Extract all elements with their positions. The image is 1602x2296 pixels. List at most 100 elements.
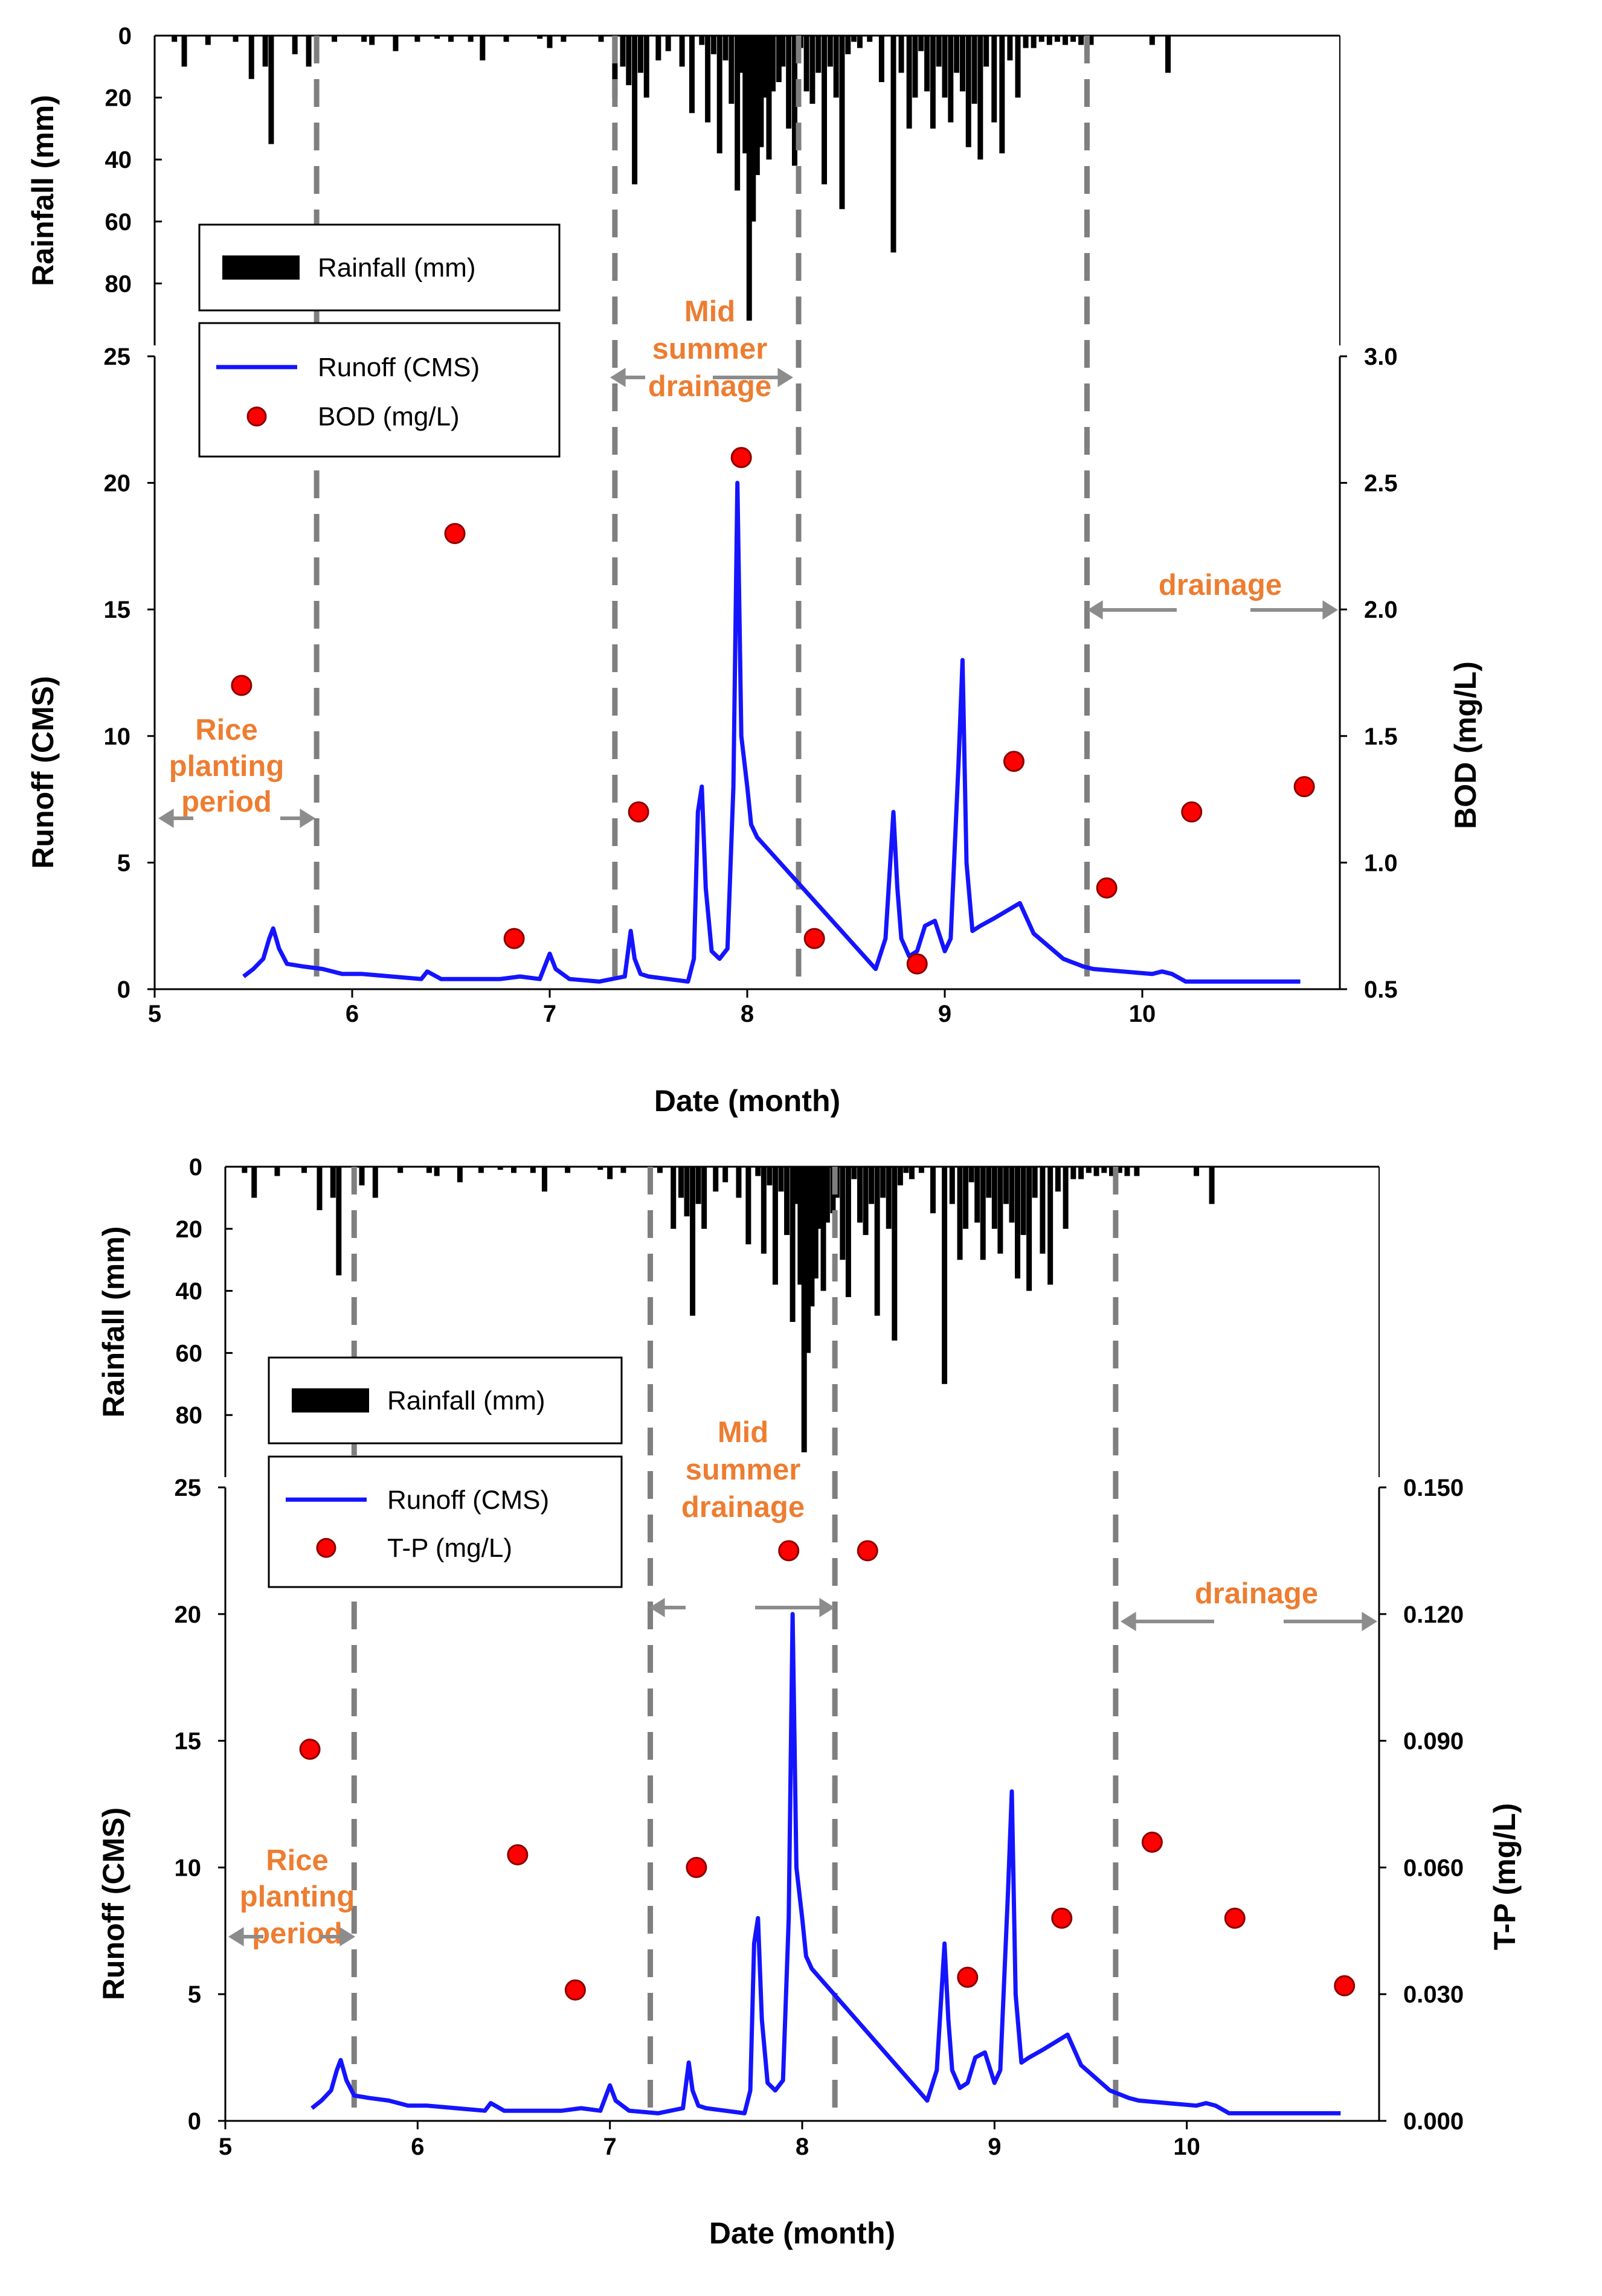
planting-annotation: planting bbox=[240, 1881, 355, 1913]
concentration-point bbox=[231, 675, 253, 696]
rainfall-bar bbox=[1062, 36, 1068, 45]
rainfall-bar bbox=[762, 36, 768, 98]
x-axis-title: Date (month) bbox=[709, 2216, 895, 2250]
rainfall-bar bbox=[332, 36, 338, 42]
rainfall-bar bbox=[965, 36, 971, 147]
rainfall-bar bbox=[738, 36, 744, 73]
arrow-head bbox=[1121, 1612, 1136, 1631]
legend-points-label: BOD (mg/L) bbox=[318, 402, 460, 432]
rainfall-bar bbox=[948, 36, 954, 123]
rainfall-bar bbox=[612, 36, 618, 98]
rainfall-bar bbox=[547, 36, 553, 48]
rainfall-bar bbox=[729, 36, 735, 104]
rainfall-bar bbox=[1093, 1167, 1099, 1176]
rainfall-bar bbox=[874, 1167, 880, 1316]
x-tick-label: 5 bbox=[148, 1001, 161, 1027]
rainfall-bar bbox=[776, 36, 782, 82]
x-axis-title: Date (month) bbox=[654, 1084, 840, 1118]
rainfall-bar bbox=[306, 36, 312, 67]
rainfall-bar bbox=[537, 36, 543, 39]
rainfall-bar bbox=[857, 36, 863, 48]
rainfall-bar bbox=[1032, 1167, 1038, 1198]
rainfall-bar bbox=[626, 36, 632, 86]
x-tick-label: 5 bbox=[219, 2134, 232, 2160]
planting-annotation: period bbox=[181, 786, 272, 818]
rainfall-bar bbox=[833, 36, 839, 98]
rainfall-bar bbox=[898, 36, 904, 73]
rainfall-bar bbox=[809, 1167, 815, 1307]
concentration-point bbox=[906, 953, 928, 975]
rainfall-bar bbox=[746, 36, 752, 321]
rainfall-bar bbox=[772, 1167, 778, 1285]
left-tick-label: 0 bbox=[188, 2108, 201, 2135]
left-tick-label: 15 bbox=[175, 1728, 202, 1755]
rainfall-bar bbox=[912, 36, 918, 98]
rainfall-bar bbox=[561, 36, 567, 42]
right-tick-label: 0.060 bbox=[1403, 1855, 1464, 1881]
rainfall-bar bbox=[1040, 1167, 1046, 1254]
rainfall-bar bbox=[710, 36, 716, 54]
rainfall-bar bbox=[1038, 36, 1044, 42]
left-axis-title: Runoff (CMS) bbox=[97, 1807, 130, 2000]
rainfall-bar bbox=[1046, 36, 1052, 45]
rainfall-bar bbox=[892, 1167, 898, 1341]
rainfall-bar bbox=[968, 1167, 974, 1182]
rainfall-bar bbox=[637, 36, 643, 73]
rainfall-bar bbox=[878, 36, 884, 82]
x-tick-label: 7 bbox=[603, 2134, 617, 2160]
rainfall-bar bbox=[1088, 36, 1094, 45]
rain-tick-label: 80 bbox=[105, 271, 132, 297]
planting-annotation: period bbox=[252, 1917, 343, 1950]
rainfall-bar bbox=[1070, 36, 1076, 42]
concentration-point bbox=[686, 1856, 707, 1878]
rainfall-bar bbox=[790, 1167, 796, 1322]
rainfall-bar bbox=[457, 1167, 463, 1182]
x-tick-label: 8 bbox=[796, 2134, 809, 2160]
rainfall-bar bbox=[936, 36, 942, 67]
right-tick-label: 0.5 bbox=[1364, 976, 1398, 1003]
rainfall-bar bbox=[317, 1167, 323, 1210]
rainfall-bar bbox=[761, 1167, 767, 1254]
rain-axis-title: Rainfall (mm) bbox=[97, 1227, 130, 1418]
rainfall-bar bbox=[890, 36, 896, 253]
arrow-head bbox=[610, 368, 626, 387]
left-tick-label: 25 bbox=[175, 1475, 202, 1501]
arrow-head bbox=[1322, 600, 1338, 620]
rainfall-bar bbox=[233, 36, 239, 42]
right-tick-label: 2.0 bbox=[1364, 597, 1398, 623]
rainfall-bar bbox=[803, 36, 809, 92]
rainfall-bar bbox=[1007, 36, 1013, 61]
rainfall-bar bbox=[1124, 1167, 1130, 1176]
rainfall-bar bbox=[480, 36, 486, 61]
rainfall-bar bbox=[632, 36, 638, 185]
rainfall-bar bbox=[980, 1167, 986, 1260]
legend-points-label: T-P (mg/L) bbox=[387, 1533, 512, 1563]
rainfall-bar bbox=[918, 36, 924, 51]
rainfall-bar bbox=[880, 1167, 886, 1198]
rainfall-bar bbox=[999, 36, 1005, 153]
left-tick-label: 0 bbox=[117, 976, 130, 1003]
rainfall-bar bbox=[643, 36, 649, 98]
rainfall-bar bbox=[620, 36, 626, 67]
rainfall-bar bbox=[699, 36, 705, 45]
rainfall-bar bbox=[448, 36, 454, 42]
rainfall-bar bbox=[1078, 1167, 1084, 1179]
left-tick-label: 10 bbox=[104, 723, 131, 750]
rainfall-bar bbox=[565, 1167, 571, 1173]
rainfall-bar bbox=[924, 36, 930, 92]
rainfall-bar bbox=[770, 36, 776, 92]
rainfall-bar bbox=[1054, 36, 1060, 42]
drainage-annotation: drainage bbox=[1195, 1577, 1318, 1610]
x-tick-label: 9 bbox=[938, 1001, 951, 1027]
left-tick-label: 10 bbox=[175, 1855, 202, 1881]
rainfall-bar bbox=[713, 1167, 719, 1192]
x-tick-label: 9 bbox=[988, 2134, 1001, 2160]
rain-tick-label: 40 bbox=[105, 147, 132, 173]
planting-annotation: planting bbox=[169, 750, 285, 783]
rainfall-bar bbox=[1009, 1167, 1015, 1223]
legend-series-box bbox=[268, 1455, 623, 1588]
x-tick-label: 10 bbox=[1173, 2134, 1200, 2160]
midsummer-annotation: summer bbox=[652, 333, 768, 365]
rainfall-bar bbox=[172, 36, 178, 42]
rainfall-bar bbox=[468, 36, 474, 42]
